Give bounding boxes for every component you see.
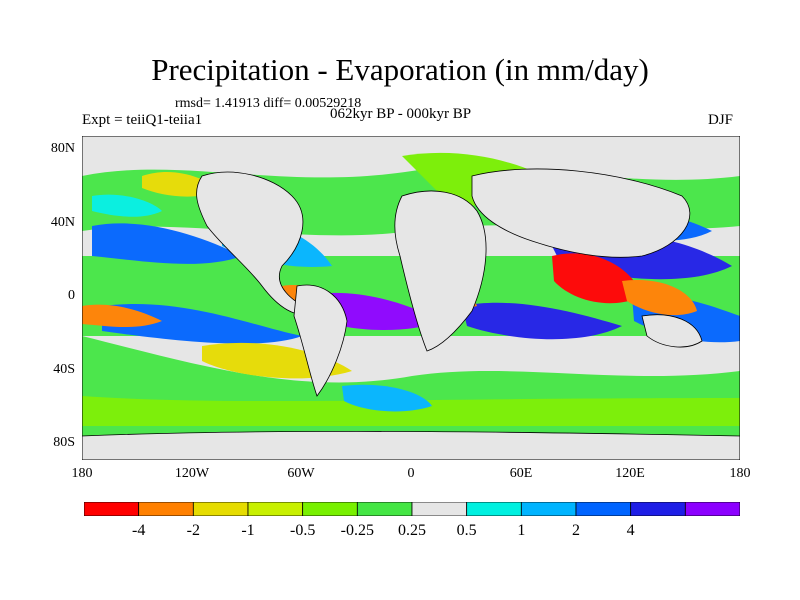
- lat-label-40n: 40N: [50, 215, 75, 230]
- experiment-label: Expt = teiiQ1-teiia1: [82, 112, 203, 128]
- lon-label-180e: 180: [729, 466, 751, 481]
- lon-label-60w: 60W: [287, 466, 315, 481]
- lon-label-60e: 60E: [509, 466, 533, 481]
- colorbar-swatch: [302, 502, 358, 516]
- colorbar-label: 2: [572, 522, 580, 539]
- lon-label-120w: 120W: [174, 466, 210, 481]
- colorbar-swatch: [84, 502, 140, 516]
- season-label: DJF: [708, 112, 734, 128]
- continents: [82, 168, 740, 460]
- lat-label-80n: 80N: [50, 141, 75, 156]
- lat-label-40s: 40S: [53, 362, 75, 377]
- lon-label-180w: 180: [71, 466, 93, 481]
- lon-label-120e: 120E: [615, 466, 645, 481]
- colorbar-label: -2: [186, 522, 200, 539]
- colorbar-label: 0.25: [398, 522, 426, 539]
- colorbar-label: 1: [517, 522, 526, 539]
- colorbar-swatch: [630, 502, 686, 516]
- precipitation-map: [82, 136, 740, 460]
- colorbar-swatch: [192, 502, 249, 516]
- colorbar-swatch: [247, 502, 304, 516]
- colorbar-swatch: [466, 502, 522, 516]
- colorbar-swatch: [575, 502, 632, 516]
- colorbar-label: -0.25: [340, 522, 374, 539]
- plot-title: Precipitation - Evaporation (in mm/day): [151, 52, 649, 87]
- lat-label-0: 0: [68, 288, 75, 303]
- colorbar-label: 4: [626, 522, 635, 539]
- period-label: 062kyr BP - 000kyr BP: [330, 106, 472, 122]
- colorbar-label: -4: [131, 522, 146, 539]
- colorbar-swatch: [684, 502, 740, 516]
- colorbar-swatch: [411, 502, 468, 516]
- lat-label-80s: 80S: [53, 435, 75, 450]
- colorbar-label: -1: [241, 522, 255, 539]
- colorbar-swatch: [520, 502, 577, 516]
- colorbar-swatch: [356, 502, 413, 516]
- lon-label-0: 0: [407, 466, 415, 481]
- colorbar-label: -0.5: [289, 522, 316, 539]
- colorbar-swatch: [138, 502, 194, 516]
- colorbar: [84, 502, 740, 516]
- stats-line: rmsd= 1.41913 diff= 0.00529218: [175, 96, 362, 111]
- colorbar-label: 0.5: [456, 522, 477, 539]
